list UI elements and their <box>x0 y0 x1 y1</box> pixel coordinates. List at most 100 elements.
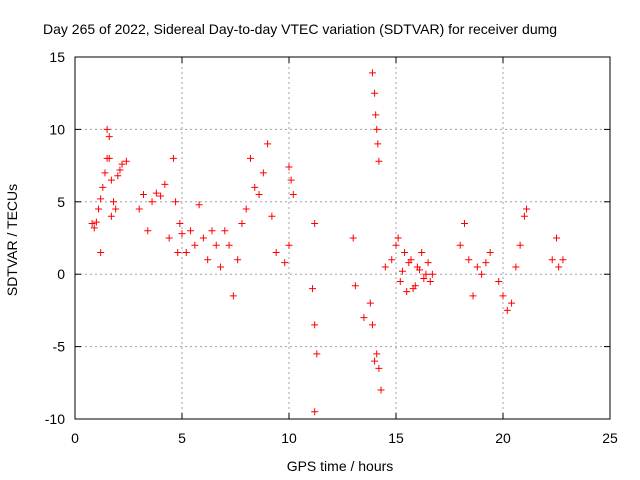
data-point <box>368 321 376 329</box>
x-tick-label: 25 <box>602 430 618 446</box>
data-point <box>418 248 426 256</box>
data-point <box>375 364 383 372</box>
data-point <box>116 166 124 174</box>
data-point <box>135 205 143 213</box>
data-point <box>372 111 380 119</box>
data-point <box>238 220 246 228</box>
data-point <box>199 234 207 242</box>
data-point <box>371 89 379 97</box>
data-point <box>478 270 486 278</box>
data-point <box>548 256 556 264</box>
y-tick-label: -5 <box>53 339 66 355</box>
data-point <box>508 299 516 307</box>
x-tick-label: 15 <box>388 430 404 446</box>
data-point <box>255 191 263 199</box>
data-point <box>311 408 319 416</box>
data-point <box>407 256 415 264</box>
data-point <box>217 263 225 271</box>
data-point <box>187 227 195 235</box>
data-point <box>374 140 382 148</box>
data-point <box>388 256 396 264</box>
data-point <box>105 133 113 141</box>
data-point <box>101 169 109 177</box>
data-point <box>114 172 122 180</box>
data-point <box>95 205 103 213</box>
data-point <box>139 191 147 199</box>
data-point <box>107 176 115 184</box>
y-tick-label: 5 <box>57 194 65 210</box>
tick-labels: 0 5 10 15 20 25 -10 -5 0 5 10 15 <box>45 49 618 446</box>
data-point <box>401 248 409 256</box>
data-point <box>465 256 473 264</box>
data-point <box>559 256 567 264</box>
data-point <box>349 234 357 242</box>
data-point <box>396 277 404 285</box>
data-point <box>176 220 184 228</box>
data-point <box>523 205 531 213</box>
data-point <box>234 256 242 264</box>
data-point <box>428 270 436 278</box>
data-point <box>503 306 511 314</box>
data-point <box>174 248 182 256</box>
data-point <box>403 288 411 296</box>
data-point <box>103 125 111 133</box>
data-point <box>90 224 98 232</box>
data-point <box>373 125 381 133</box>
data-point <box>486 248 494 256</box>
data-point <box>242 205 250 213</box>
data-point <box>225 241 233 249</box>
data-point <box>473 263 481 271</box>
data-point <box>482 259 490 267</box>
data-point <box>368 69 376 77</box>
data-point <box>512 263 520 271</box>
data-point <box>377 386 385 394</box>
y-tick-label: 15 <box>49 49 65 65</box>
data-point <box>289 191 297 199</box>
data-point <box>313 350 321 358</box>
x-tick-label: 10 <box>281 430 297 446</box>
data-point <box>118 160 126 168</box>
data-point <box>97 248 105 256</box>
data-point <box>208 227 216 235</box>
data-point <box>460 220 468 228</box>
y-tick-label: 10 <box>49 121 65 137</box>
y-tick-label: 0 <box>57 266 65 282</box>
data-point <box>499 292 507 300</box>
data-point <box>371 357 379 365</box>
data-point <box>195 201 203 209</box>
data-point <box>272 248 280 256</box>
data-point <box>144 227 152 235</box>
data-point <box>182 248 190 256</box>
data-point <box>259 169 267 177</box>
data-point <box>311 321 319 329</box>
data-point <box>426 277 434 285</box>
data-point <box>169 154 177 162</box>
data-point <box>246 154 254 162</box>
data-points <box>88 69 567 416</box>
data-point <box>161 180 169 188</box>
x-tick-label: 0 <box>71 430 79 446</box>
chart-title: Day 265 of 2022, Sidereal Day-to-day VTE… <box>43 21 557 37</box>
data-point <box>92 218 100 226</box>
data-point <box>97 195 105 203</box>
data-point <box>178 230 186 238</box>
x-tick-label: 5 <box>178 430 186 446</box>
data-point <box>157 192 165 200</box>
data-point <box>456 241 464 249</box>
plot-frame <box>74 56 611 420</box>
data-point <box>375 157 383 165</box>
data-point <box>381 263 389 271</box>
data-point <box>469 292 477 300</box>
y-tick-label: -10 <box>45 411 65 427</box>
data-point <box>212 241 220 249</box>
data-point <box>221 227 229 235</box>
data-point <box>553 234 560 242</box>
data-point <box>394 234 402 242</box>
data-point <box>268 212 276 220</box>
data-point <box>107 212 115 220</box>
data-point <box>281 259 289 267</box>
data-point <box>122 157 130 165</box>
data-point <box>420 275 428 283</box>
axis-ticks <box>74 56 611 420</box>
